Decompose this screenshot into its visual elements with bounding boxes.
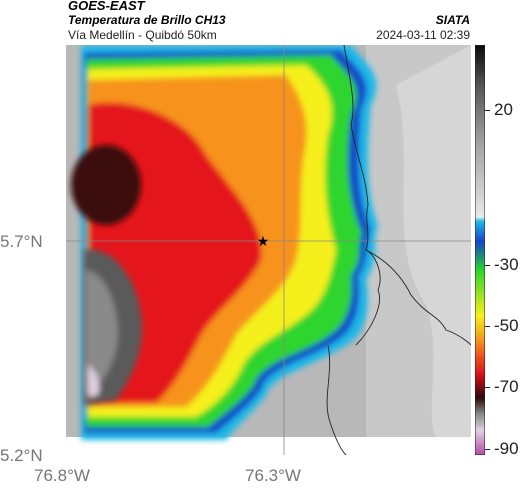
colorbar bbox=[474, 44, 486, 456]
cold-core-pink bbox=[88, 365, 100, 397]
satellite-map[interactable]: ★ bbox=[66, 45, 471, 455]
cbar-label-m30: -30 bbox=[494, 255, 519, 274]
warm-surface-highlight bbox=[396, 45, 471, 455]
border-line-1 bbox=[365, 249, 471, 346]
satellite-name: GOES-EAST bbox=[68, 0, 145, 13]
cbar-tick-m30 bbox=[485, 265, 490, 266]
cbar-label-20: 20 bbox=[494, 100, 513, 119]
cbar-label-m70: -70 bbox=[494, 377, 519, 396]
cbar-label-m50: -50 bbox=[494, 316, 519, 335]
timestamp: 2024-03-11 02:39 bbox=[376, 28, 470, 42]
cbar-tick-m90 bbox=[485, 449, 490, 450]
cold-core-north bbox=[71, 145, 141, 225]
cold-core-gray bbox=[86, 270, 118, 390]
agency-label: SIATA bbox=[435, 13, 470, 27]
map-header: GOES-EAST Temperatura de Brillo CH13 Vía… bbox=[0, 0, 526, 46]
cold-core bbox=[71, 145, 143, 405]
lat-label-5.7: 5.7°N bbox=[0, 232, 43, 251]
lat-label-5.2: 5.2°N bbox=[0, 446, 43, 465]
cbar-tick-m50 bbox=[485, 326, 490, 327]
coastline bbox=[343, 45, 381, 346]
route-subtitle: Vía Medellín - Quibdó 50km bbox=[68, 28, 217, 42]
lon-label-76.8: 76.8°W bbox=[34, 466, 90, 485]
colorbar-gradient bbox=[474, 44, 486, 456]
cbar-tick-20 bbox=[485, 110, 490, 111]
cbar-label-m90: -90 bbox=[494, 439, 519, 458]
star-icon[interactable]: ★ bbox=[257, 233, 270, 249]
no-data-strip bbox=[66, 437, 471, 455]
product-title: Temperatura de Brillo CH13 bbox=[68, 13, 226, 27]
lon-label-76.3: 76.3°W bbox=[245, 466, 301, 485]
border-line-2 bbox=[326, 344, 347, 455]
map-canvas: ★ bbox=[66, 45, 471, 455]
cbar-tick-m70 bbox=[485, 387, 490, 388]
